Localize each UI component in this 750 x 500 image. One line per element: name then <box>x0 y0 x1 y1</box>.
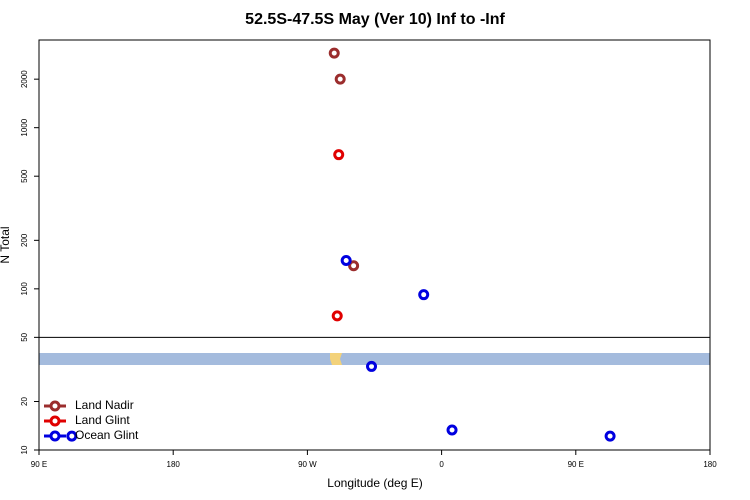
point <box>340 254 352 266</box>
point <box>331 310 343 322</box>
y-tick-label: 10 <box>20 445 29 454</box>
point <box>334 73 346 85</box>
legend-label: Land Nadir <box>75 398 134 412</box>
y-tick-label: 500 <box>20 169 29 183</box>
point <box>418 289 430 301</box>
x-axis-label: Longitude (deg E) <box>327 476 422 490</box>
chart-title: 52.5S-47.5S May (Ver 10) Inf to -Inf <box>245 11 505 28</box>
x-tick-label: 90 W <box>298 460 317 469</box>
legend-label: Land Glint <box>75 413 130 427</box>
x-tick-label: 180 <box>167 460 181 469</box>
x-tick-label: 0 <box>439 460 444 469</box>
point <box>66 430 78 442</box>
x-tick-label: 90 E <box>568 460 584 469</box>
point <box>366 360 378 372</box>
point <box>333 149 345 161</box>
legend-marker <box>49 400 61 412</box>
point <box>604 430 616 442</box>
x-tick-label: 90 E <box>31 460 47 469</box>
y-tick-label: 200 <box>20 233 29 247</box>
x-tick-label: 180 <box>703 460 717 469</box>
ocean-strip <box>39 353 710 365</box>
point <box>328 47 340 59</box>
y-tick-label: 1000 <box>20 118 29 136</box>
y-tick-label: 50 <box>20 332 29 341</box>
point <box>348 260 360 272</box>
legend-marker <box>49 430 61 442</box>
point <box>446 424 458 436</box>
y-axis-label: N Total <box>0 226 12 263</box>
land-strip <box>330 353 342 365</box>
legend-marker <box>49 415 61 427</box>
y-tick-label: 20 <box>20 396 29 405</box>
y-tick-label: 2000 <box>20 70 29 88</box>
plot-frame <box>38 39 711 451</box>
legend-label: Ocean Glint <box>75 428 139 442</box>
y-tick-label: 100 <box>20 282 29 296</box>
